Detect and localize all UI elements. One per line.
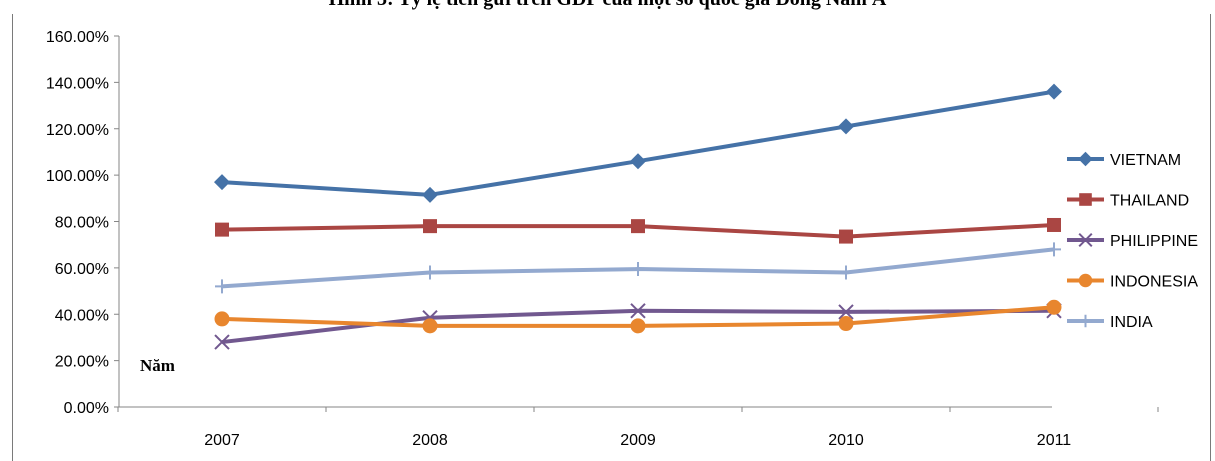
data-point-thailand [1047, 217, 1061, 232]
chart-frame [12, 14, 1211, 461]
data-point-vietnam [1046, 83, 1062, 100]
legend-marker-philippine [1078, 232, 1093, 248]
data-point-philippine [214, 334, 230, 350]
legend-label-philippine: PHILIPPINE [1110, 233, 1198, 250]
legend-marker-indonesia [1078, 273, 1093, 288]
legend: VIETNAM THAILAND PHILIPPINE INDONESIA INDIA [1067, 151, 1198, 331]
legend-marker-india [1079, 314, 1092, 328]
legend-label-thailand: THAILAND [1110, 193, 1189, 210]
y-tick-label: 100.00% [46, 168, 109, 185]
y-tick-label: 140.00% [46, 75, 109, 92]
data-point-vietnam [630, 153, 646, 170]
x-tick-label: 2008 [412, 432, 448, 449]
y-tick-label: 20.00% [55, 354, 109, 371]
data-point-thailand [631, 219, 645, 234]
y-tick-label: 80.00% [55, 215, 109, 232]
data-point-philippine [630, 303, 646, 319]
y-tick-label: 0.00% [64, 400, 109, 417]
y-tick-label: 60.00% [55, 261, 109, 278]
data-point-thailand [215, 222, 229, 237]
annotation-nam: Năm [140, 356, 175, 375]
data-point-india [215, 279, 229, 294]
data-point-indonesia [838, 316, 854, 332]
legend-label-indonesia: INDONESIA [1110, 274, 1198, 291]
legend-label-vietnam: VIETNAM [1110, 152, 1181, 169]
legend-marker-thailand [1079, 193, 1092, 206]
x-tick-label: 2007 [204, 432, 240, 449]
data-point-india [631, 262, 645, 277]
y-tick-label: 160.00% [46, 29, 109, 46]
data-point-indonesia [214, 311, 230, 327]
data-point-philippine [838, 304, 854, 320]
axes: 0.00% 20.00% 40.00% 60.00% 80.00% 100.00% 120.… [46, 29, 1159, 449]
data-point-indonesia [1046, 299, 1062, 315]
data-point-thailand [839, 229, 853, 244]
data-point-india [839, 265, 853, 280]
x-tick-label: 2011 [1037, 432, 1072, 449]
y-tick-label: 40.00% [55, 307, 109, 324]
data-point-india [1047, 242, 1061, 257]
data-point-india [423, 265, 437, 280]
x-tick-label: 2010 [828, 432, 864, 449]
series-lines [221, 89, 1055, 345]
legend-marker-vietnam [1078, 151, 1093, 167]
data-point-indonesia [630, 318, 646, 334]
y-tick-label: 120.00% [46, 122, 109, 139]
data-point-thailand [423, 219, 437, 234]
data-point-vietnam [422, 186, 438, 203]
series-markers [214, 83, 1062, 350]
data-point-vietnam [838, 118, 854, 135]
legend-label-india: INDIA [1110, 314, 1153, 331]
data-point-indonesia [422, 318, 438, 334]
data-point-vietnam [214, 174, 230, 191]
chart-title: Hình 3: Tỷ lệ tiền gửi trên GDP của một … [0, 0, 1215, 11]
series-line-vietnam [221, 89, 1055, 197]
x-tick-label: 2009 [620, 432, 656, 449]
